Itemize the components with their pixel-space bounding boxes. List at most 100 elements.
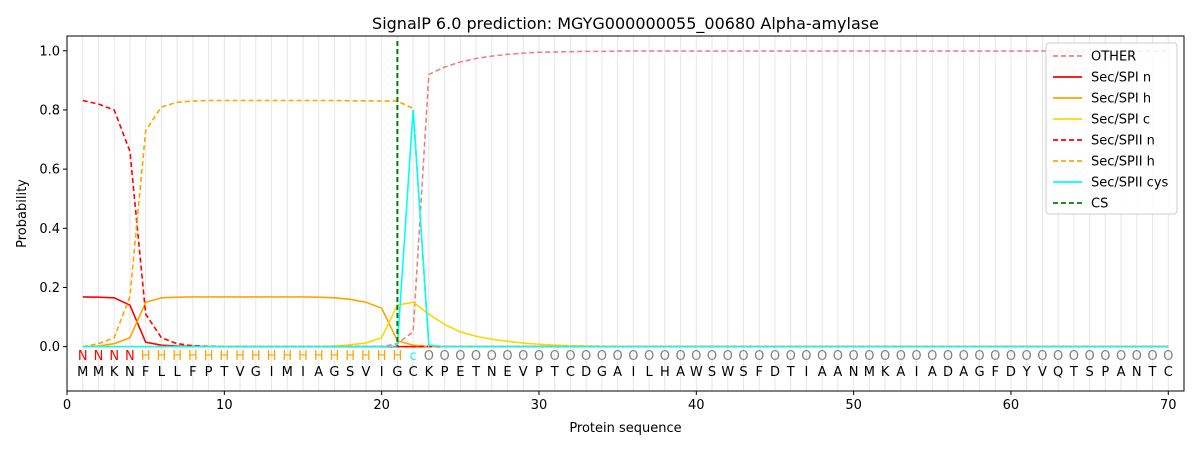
residue-letter: T — [786, 365, 795, 380]
series-line-4 — [82, 99, 1169, 348]
residue-letter: S — [346, 365, 354, 380]
region-label: H — [282, 349, 292, 364]
residue-letter: F — [189, 365, 196, 380]
residue-letter: A — [676, 365, 685, 380]
residue-letter: K — [425, 365, 434, 380]
region-label: O — [801, 349, 811, 364]
residue-letter: L — [174, 365, 182, 380]
region-label: O — [455, 349, 465, 364]
series-line-6 — [82, 109, 1169, 348]
legend-entry-label: CS — [1091, 197, 1108, 212]
region-label: O — [849, 349, 859, 364]
legend-frame — [1045, 42, 1178, 215]
residue-letter: G — [329, 365, 339, 380]
region-label: O — [786, 349, 796, 364]
residue-letter: I — [805, 365, 809, 380]
residue-letter: N — [125, 365, 135, 380]
series-line-5 — [82, 99, 1169, 348]
residue-letter: M — [77, 365, 88, 380]
region-label: O — [502, 349, 512, 364]
legend: OTHER Sec/SPI n Sec/SPI h Sec/SPI c Sec/SPII… — [1045, 42, 1178, 215]
region-label: O — [707, 349, 717, 364]
residue-letter: T — [1148, 365, 1157, 380]
residue-letter: P — [1101, 365, 1109, 380]
x-tick-label: 0 — [63, 398, 71, 413]
x-tick-label: 10 — [216, 398, 233, 413]
y-tick-label: 0.0 — [39, 340, 60, 355]
region-label: O — [1022, 349, 1032, 364]
region-label: O — [1132, 349, 1142, 364]
residue-letter: G — [392, 365, 402, 380]
residue-letter: A — [314, 365, 323, 380]
region-label: O — [817, 349, 827, 364]
region-label: O — [1100, 349, 1110, 364]
residue-letter: I — [631, 365, 635, 380]
residue-letter: C — [409, 365, 418, 380]
region-label: H — [219, 349, 229, 364]
x-tick-label: 40 — [688, 398, 705, 413]
region-label: H — [345, 349, 355, 364]
residue-letter: Q — [1053, 365, 1063, 380]
region-label: O — [628, 349, 638, 364]
residue-letter: L — [158, 365, 166, 380]
residue-letter: T — [471, 365, 480, 380]
region-label: O — [943, 349, 953, 364]
region-label: O — [660, 349, 670, 364]
series-line-2 — [82, 296, 1169, 348]
region-label: O — [738, 349, 748, 364]
series-line-3 — [82, 301, 1169, 348]
residue-letter: I — [301, 365, 305, 380]
residue-letter: D — [770, 365, 780, 380]
region-label: O — [864, 349, 874, 364]
region-label: c — [410, 349, 417, 364]
region-label: O — [565, 349, 575, 364]
region-label: H — [298, 349, 308, 364]
region-label: O — [613, 349, 623, 364]
region-label: O — [1006, 349, 1016, 364]
residue-letter: V — [361, 365, 370, 380]
region-label: H — [235, 349, 245, 364]
residue-letter: F — [991, 365, 998, 380]
residue-letter: E — [503, 365, 511, 380]
residue-letter: G — [251, 365, 261, 380]
region-label: H — [392, 349, 402, 364]
residue-letter: T — [1069, 365, 1078, 380]
y-tick-label: 0.6 — [39, 163, 60, 178]
residue-letter: T — [550, 365, 559, 380]
legend-entry-label: Sec/SPII cys — [1091, 176, 1169, 191]
y-tick-label: 1.0 — [39, 44, 60, 59]
chart-title: SignalP 6.0 prediction: MGYG000000055_00… — [372, 14, 879, 34]
residue-letter: A — [613, 365, 622, 380]
region-label: N — [94, 349, 104, 364]
region-label: O — [597, 349, 607, 364]
y-tick-label: 0.4 — [39, 222, 60, 237]
residue-letter: P — [441, 365, 449, 380]
region-label: O — [487, 349, 497, 364]
series-line-0 — [82, 50, 1169, 348]
residue-letter: N — [849, 365, 859, 380]
residue-letter: A — [833, 365, 842, 380]
region-label: O — [990, 349, 1000, 364]
residue-letter: V — [1038, 365, 1047, 380]
region-label: O — [1147, 349, 1157, 364]
residue-letter: A — [928, 365, 937, 380]
y-axis-label: Probability — [15, 179, 30, 248]
residue-letter: C — [566, 365, 575, 380]
series-layer — [82, 50, 1169, 348]
residue-letter: W — [721, 365, 734, 380]
axes-layer: 0 10 20 30 40 50 60 70 0.0 0.2 0.4 0.6 0.8 1.0 — [39, 44, 1176, 413]
series-line-1 — [82, 296, 1169, 348]
x-tick-label: 30 — [531, 398, 548, 413]
region-label: O — [424, 349, 434, 364]
residue-letter: S — [708, 365, 716, 380]
legend-entry-label: Sec/SPII h — [1091, 155, 1155, 170]
region-label: N — [125, 349, 135, 364]
grid-layer — [82, 36, 1169, 391]
x-tick-label: 20 — [373, 398, 390, 413]
x-tick-label: 60 — [1003, 398, 1020, 413]
residue-letter: C — [1164, 365, 1173, 380]
residue-letter: A — [818, 365, 827, 380]
residue-letter: G — [974, 365, 984, 380]
region-label: O — [1116, 349, 1126, 364]
